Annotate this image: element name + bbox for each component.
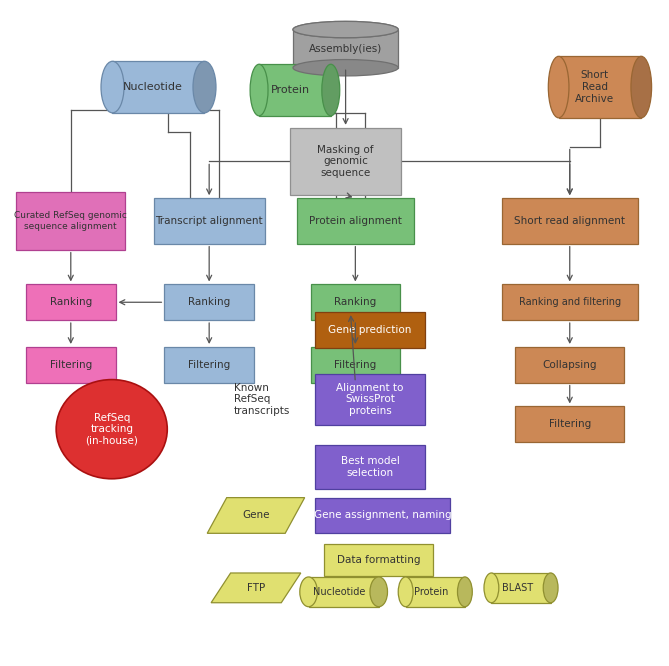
Polygon shape <box>207 498 304 533</box>
Ellipse shape <box>484 573 499 603</box>
Text: Masking of
genomic
sequence: Masking of genomic sequence <box>317 145 374 178</box>
Ellipse shape <box>458 577 472 607</box>
Ellipse shape <box>293 21 398 38</box>
Text: Gene prediction: Gene prediction <box>328 325 411 335</box>
Bar <box>405 577 465 607</box>
Ellipse shape <box>293 21 398 38</box>
Text: RefSeq
tracking
(in-house): RefSeq tracking (in-house) <box>85 413 138 446</box>
Ellipse shape <box>193 61 216 113</box>
Text: Collapsing: Collapsing <box>543 360 597 370</box>
Ellipse shape <box>101 61 124 113</box>
Ellipse shape <box>398 577 413 607</box>
Text: Ranking: Ranking <box>334 297 377 307</box>
Text: Best model
selection: Best model selection <box>341 456 399 478</box>
Text: Protein alignment: Protein alignment <box>309 216 402 226</box>
Text: Data formatting: Data formatting <box>337 555 421 565</box>
Ellipse shape <box>322 64 340 116</box>
Bar <box>310 347 400 382</box>
Text: Gene: Gene <box>242 510 270 520</box>
Bar <box>165 284 254 320</box>
Text: Alignment to
SwissProt
proteins: Alignment to SwissProt proteins <box>337 383 403 416</box>
Bar <box>16 192 125 250</box>
Text: Filtering: Filtering <box>188 360 230 370</box>
Polygon shape <box>211 573 301 603</box>
Bar <box>315 445 425 489</box>
Bar <box>297 198 414 244</box>
Bar <box>315 312 425 348</box>
Ellipse shape <box>300 577 317 607</box>
Bar <box>515 347 624 382</box>
Text: FTP: FTP <box>247 583 265 593</box>
Bar <box>26 284 116 320</box>
Ellipse shape <box>549 57 569 118</box>
Text: Filtering: Filtering <box>334 360 377 370</box>
Bar <box>310 284 400 320</box>
Text: Known
RefSeq
transcripts: Known RefSeq transcripts <box>233 383 290 416</box>
Bar <box>165 347 254 382</box>
Text: Short read alignment: Short read alignment <box>514 216 626 226</box>
Text: Ranking: Ranking <box>188 297 230 307</box>
Ellipse shape <box>250 64 268 116</box>
Bar <box>502 198 638 244</box>
Text: Curated RefSeq genomic
sequence alignment: Curated RefSeq genomic sequence alignmen… <box>14 211 127 230</box>
Ellipse shape <box>56 380 167 479</box>
Text: Gene assignment, naming: Gene assignment, naming <box>314 510 452 520</box>
Ellipse shape <box>543 573 558 603</box>
Text: Transcript alignment: Transcript alignment <box>155 216 263 226</box>
Bar <box>154 198 265 244</box>
Bar <box>26 347 116 382</box>
Text: Nucleotide: Nucleotide <box>313 587 365 597</box>
Text: Protein: Protein <box>414 587 449 597</box>
Text: Filtering: Filtering <box>50 360 92 370</box>
Text: Filtering: Filtering <box>549 419 591 429</box>
Bar <box>259 64 330 116</box>
Text: BLAST: BLAST <box>502 583 533 593</box>
Text: Protein: Protein <box>271 85 310 95</box>
Text: Ranking: Ranking <box>50 297 92 307</box>
Bar <box>293 29 398 68</box>
Ellipse shape <box>293 59 398 76</box>
Bar <box>112 61 205 113</box>
Bar <box>559 57 642 118</box>
Ellipse shape <box>631 57 652 118</box>
Bar <box>502 284 638 320</box>
Bar <box>515 406 624 442</box>
Ellipse shape <box>370 577 387 607</box>
Bar <box>492 573 551 603</box>
Text: Ranking and filtering: Ranking and filtering <box>518 297 621 307</box>
Text: Assembly(ies): Assembly(ies) <box>309 44 382 54</box>
Text: Nucleotide: Nucleotide <box>123 82 183 92</box>
Bar <box>315 498 450 533</box>
Bar <box>290 128 401 195</box>
Bar <box>324 544 434 576</box>
Bar <box>315 374 425 425</box>
Bar <box>308 577 379 607</box>
Text: Short
Read
Archive: Short Read Archive <box>575 71 614 104</box>
